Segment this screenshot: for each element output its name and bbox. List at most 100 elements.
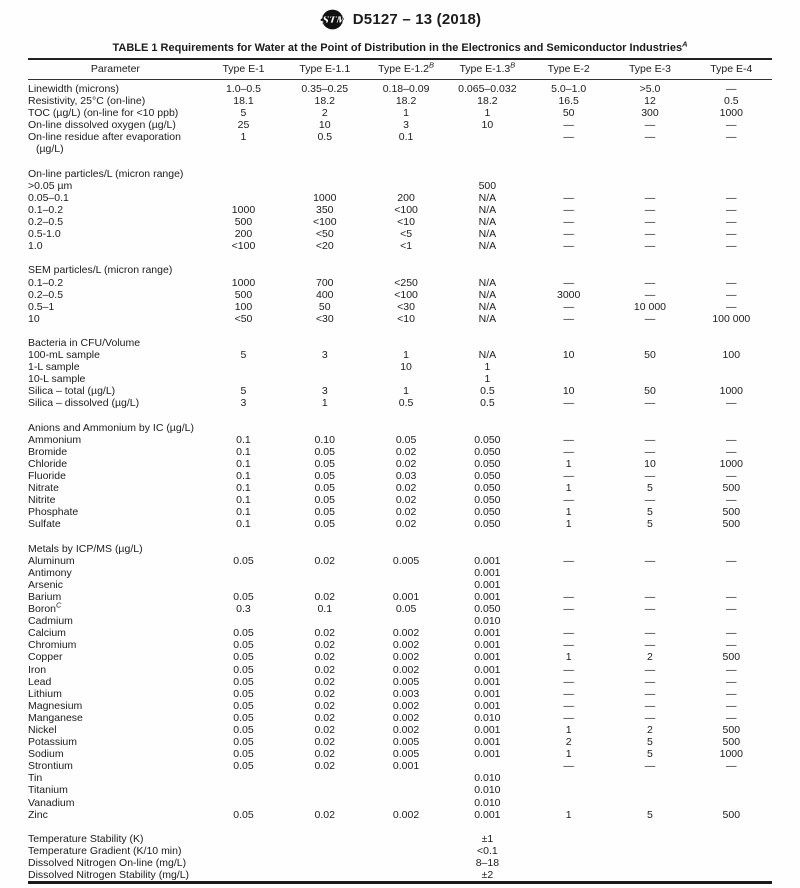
value-cell: — [726, 760, 737, 773]
value-cell: 500 [722, 518, 741, 531]
value-cell: — [726, 119, 737, 132]
value-cell: — [726, 687, 737, 700]
value-cell: 500 [722, 808, 741, 821]
value-cell [528, 373, 609, 385]
value-cell: 10 [562, 349, 575, 362]
parameter-cell: Dissolved Nitrogen On-line (mg/L) [28, 857, 187, 869]
table-row: 0.5-1.0 200 <50 <5 N/A — — — [28, 228, 772, 240]
value-cell: 0.05 [233, 675, 254, 688]
value-cell [284, 833, 365, 845]
value-cell [528, 784, 609, 796]
value-cell: 0.05 [233, 590, 254, 603]
value-cell: ±2 [481, 869, 494, 882]
section-label: Anions and Ammonium by IC (µg/L) [28, 421, 194, 434]
value-cell: 0.001 [474, 566, 501, 579]
section-row: Bacteria in CFU/Volume [28, 337, 772, 349]
value-cell [203, 797, 284, 809]
parameter-cell: Phosphate [28, 506, 79, 519]
table-row: Vanadium 0.010 [28, 797, 772, 809]
parameter-cell: Magnesium [28, 699, 83, 712]
value-cell: 0.5 [480, 385, 495, 398]
value-cell: 500 [722, 723, 741, 736]
table-row: Copper 0.05 0.02 0.002 0.001 1 2 500 [28, 651, 772, 663]
table-row: Barium 0.05 0.02 0.001 0.001 — — — [28, 591, 772, 603]
value-cell [284, 615, 365, 627]
value-cell: 8–18 [475, 857, 500, 869]
value-cell [528, 615, 609, 627]
value-cell: — [726, 470, 737, 482]
value-cell: 0.02 [395, 482, 417, 495]
value-cell: 1 [565, 457, 572, 470]
value-cell [203, 361, 284, 373]
table-row: Bromide 0.1 0.05 0.02 0.050 — — — [28, 446, 772, 458]
value-cell: 0.05 [233, 627, 254, 640]
value-cell: 0.02 [395, 494, 417, 507]
value-cell: <100 [394, 203, 418, 216]
value-cell: 0.002 [392, 639, 420, 652]
value-cell: — [726, 276, 737, 289]
value-cell: >5.0 [639, 83, 661, 95]
value-cell: 0.005 [392, 736, 420, 749]
value-cell: N/A [478, 216, 497, 229]
value-cell: 3 [321, 385, 328, 398]
value-cell: 5.0–1.0 [551, 83, 587, 95]
value-cell: 0.02 [395, 457, 417, 470]
column-header: Type E-2 [528, 59, 610, 80]
value-cell: — [563, 675, 574, 688]
value-cell: — [563, 590, 574, 603]
table-row: On-line residue after evaporation (µg/L) 1… [28, 131, 772, 155]
value-cell: 5 [647, 736, 653, 749]
parameter-cell: 1-L sample [28, 361, 80, 374]
parameter-footnote: C [56, 600, 62, 610]
value-cell: — [726, 228, 737, 241]
spacer-row [28, 252, 772, 264]
value-cell: — [644, 687, 656, 700]
value-cell: — [644, 131, 656, 144]
value-cell: 0.05 [233, 711, 254, 724]
value-cell [284, 180, 365, 192]
value-cell: 0.02 [314, 687, 335, 700]
table-row: Manganese 0.05 0.02 0.002 0.010 — — — [28, 712, 772, 724]
value-cell: — [644, 216, 656, 229]
value-cell [609, 361, 690, 373]
column-footnote: B [428, 60, 434, 70]
parameter-cell: BoronC [28, 600, 62, 616]
value-cell: N/A [478, 240, 497, 253]
parameter-cell: Temperature Stability (K) [28, 832, 144, 845]
value-cell: 0.001 [474, 627, 501, 640]
value-cell: 0.003 [392, 687, 420, 700]
value-cell: 0.02 [314, 699, 335, 712]
value-cell: 0.050 [474, 603, 501, 616]
value-cell: 0.10 [314, 433, 335, 446]
value-cell: 5 [647, 808, 653, 821]
value-cell: — [563, 216, 574, 229]
value-cell [365, 784, 446, 796]
value-cell: — [563, 119, 574, 132]
parameter-cell: 10 [28, 312, 40, 325]
value-cell: 0.05 [314, 482, 335, 495]
spacer-row [28, 530, 772, 542]
value-cell: — [644, 627, 656, 640]
value-cell: 1 [484, 107, 491, 120]
value-cell [365, 857, 446, 869]
table-row: 0.1–0.2 1000 350 <100 N/A — — — [28, 204, 772, 216]
value-cell: 0.010 [474, 711, 501, 724]
value-cell [203, 857, 284, 869]
spacer-cell [28, 252, 772, 264]
parameter-cell: Cadmium [28, 615, 73, 628]
value-cell: — [563, 470, 574, 482]
table-row: Titanium 0.010 [28, 784, 772, 796]
value-cell [203, 192, 284, 204]
value-cell [203, 567, 284, 579]
spacer-row [28, 156, 772, 168]
section-row: Metals by ICP/MS (µg/L) [28, 543, 772, 555]
value-cell: N/A [478, 276, 497, 289]
value-cell [609, 845, 690, 857]
value-cell: 0.02 [314, 711, 335, 724]
value-cell [691, 373, 772, 385]
value-cell: 0.03 [395, 470, 417, 482]
table-row: Arsenic 0.001 [28, 579, 772, 591]
value-cell: <50 [315, 228, 334, 241]
parameter-cell: Titanium [28, 784, 68, 797]
value-cell: — [563, 494, 574, 507]
